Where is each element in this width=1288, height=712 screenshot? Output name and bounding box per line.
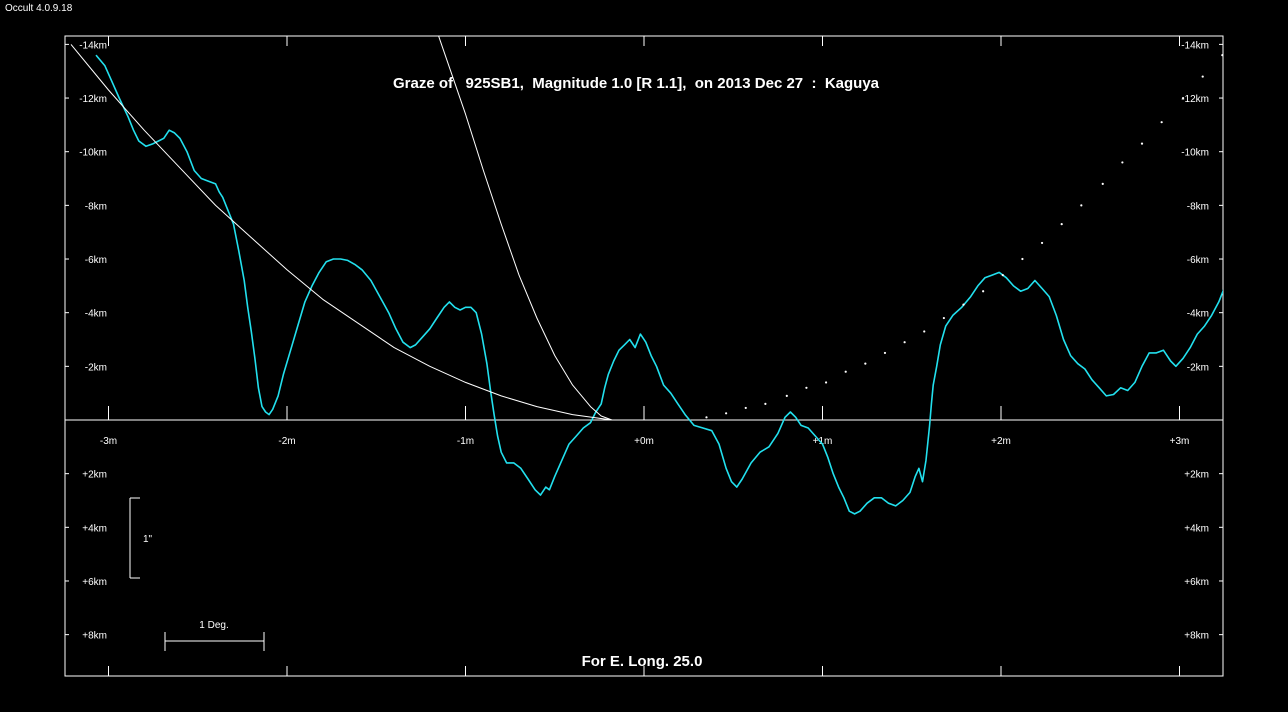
y-tick-label-left: +4km (82, 523, 107, 534)
y-tick-label-right: -6km (1187, 255, 1209, 266)
reference-curve-steep-line (438, 36, 613, 421)
y-tick-label-right: -2km (1187, 362, 1209, 373)
scale-bars: 1" 1 Deg. (129, 497, 265, 651)
x-tick-label: +3m (1170, 436, 1190, 447)
y-tick-label-left: -4km (85, 309, 107, 320)
reference-dot (942, 316, 945, 320)
curve-layer (70, 36, 1223, 515)
app-title: Occult 4.0.9.18 (5, 3, 73, 14)
reference-dot (805, 386, 808, 389)
reference-dot (844, 370, 847, 373)
y-tick-label-left: -12km (79, 94, 107, 105)
reference-dot (785, 394, 788, 397)
x-tick-label: -2m (278, 436, 295, 447)
footer-label: For E. Long. 25.0 (582, 653, 703, 670)
y-tick-label-left: +6km (82, 577, 107, 588)
y-tick-label-right: -10km (1181, 148, 1209, 159)
y-tick-label-right: -8km (1187, 201, 1209, 212)
reference-dot (883, 351, 887, 355)
arcsec-scale-label: 1" (143, 534, 153, 545)
reference-dot (744, 406, 747, 410)
reference-dot (1040, 241, 1044, 245)
reference-dot (824, 381, 828, 384)
y-tick-label-right: -12km (1181, 94, 1209, 105)
reference-dot (1201, 75, 1204, 78)
reference-dot (1140, 142, 1144, 145)
reference-dot (982, 290, 985, 293)
chart-title: Graze of 925SB1, Magnitude 1.0 [R 1.1], … (393, 75, 880, 92)
y-tick-label-right: +2km (1184, 470, 1209, 481)
y-tick-label-right: -14km (1181, 40, 1209, 51)
limb-profile-line (95, 54, 1223, 515)
y-tick-label-right: +4km (1184, 523, 1209, 534)
x-tick-label: -3m (100, 436, 117, 447)
reference-dot (903, 341, 906, 344)
y-tick-label-left: -8km (85, 201, 107, 212)
reference-dot (1001, 274, 1004, 277)
reference-dot (1181, 96, 1185, 100)
plot-frame (64, 35, 1224, 677)
y-tick-label-left: +8km (82, 631, 107, 642)
y-tick-label-right: +6km (1184, 577, 1209, 588)
x-tick-label: +2m (991, 436, 1011, 447)
axis-layer: -3m -2m -1m +0m +1m +2m +3m -14km -14km -12km -12k… (65, 36, 1223, 676)
reference-curve-left-line (70, 44, 612, 421)
y-tick-label-left: -6km (85, 255, 107, 266)
reference-dot (1160, 121, 1163, 124)
x-tick-label: -1m (457, 436, 474, 447)
reference-dot (1121, 161, 1124, 164)
y-tick-label-right: +8km (1184, 631, 1209, 642)
reference-dot (725, 412, 728, 415)
reference-dot (705, 416, 708, 419)
reference-dot (864, 362, 867, 365)
reference-dot (923, 330, 926, 333)
reference-dot (962, 303, 965, 306)
y-tick-label-left: -2km (85, 362, 107, 373)
reference-dot (1021, 257, 1024, 261)
reference-dot (764, 402, 767, 406)
degree-scale-label: 1 Deg. (199, 620, 228, 631)
reference-dot (1080, 204, 1083, 207)
x-tick-label: +1m (813, 436, 833, 447)
x-tick-label: +0m (634, 436, 654, 447)
y-tick-label-left: -10km (79, 148, 107, 159)
reference-dot (1101, 182, 1104, 185)
y-tick-label-left: +2km (82, 470, 107, 481)
reference-dot (1060, 223, 1063, 226)
reference-dot (1221, 54, 1223, 57)
y-tick-label-right: -4km (1187, 309, 1209, 320)
y-tick-label-left: -14km (79, 40, 107, 51)
